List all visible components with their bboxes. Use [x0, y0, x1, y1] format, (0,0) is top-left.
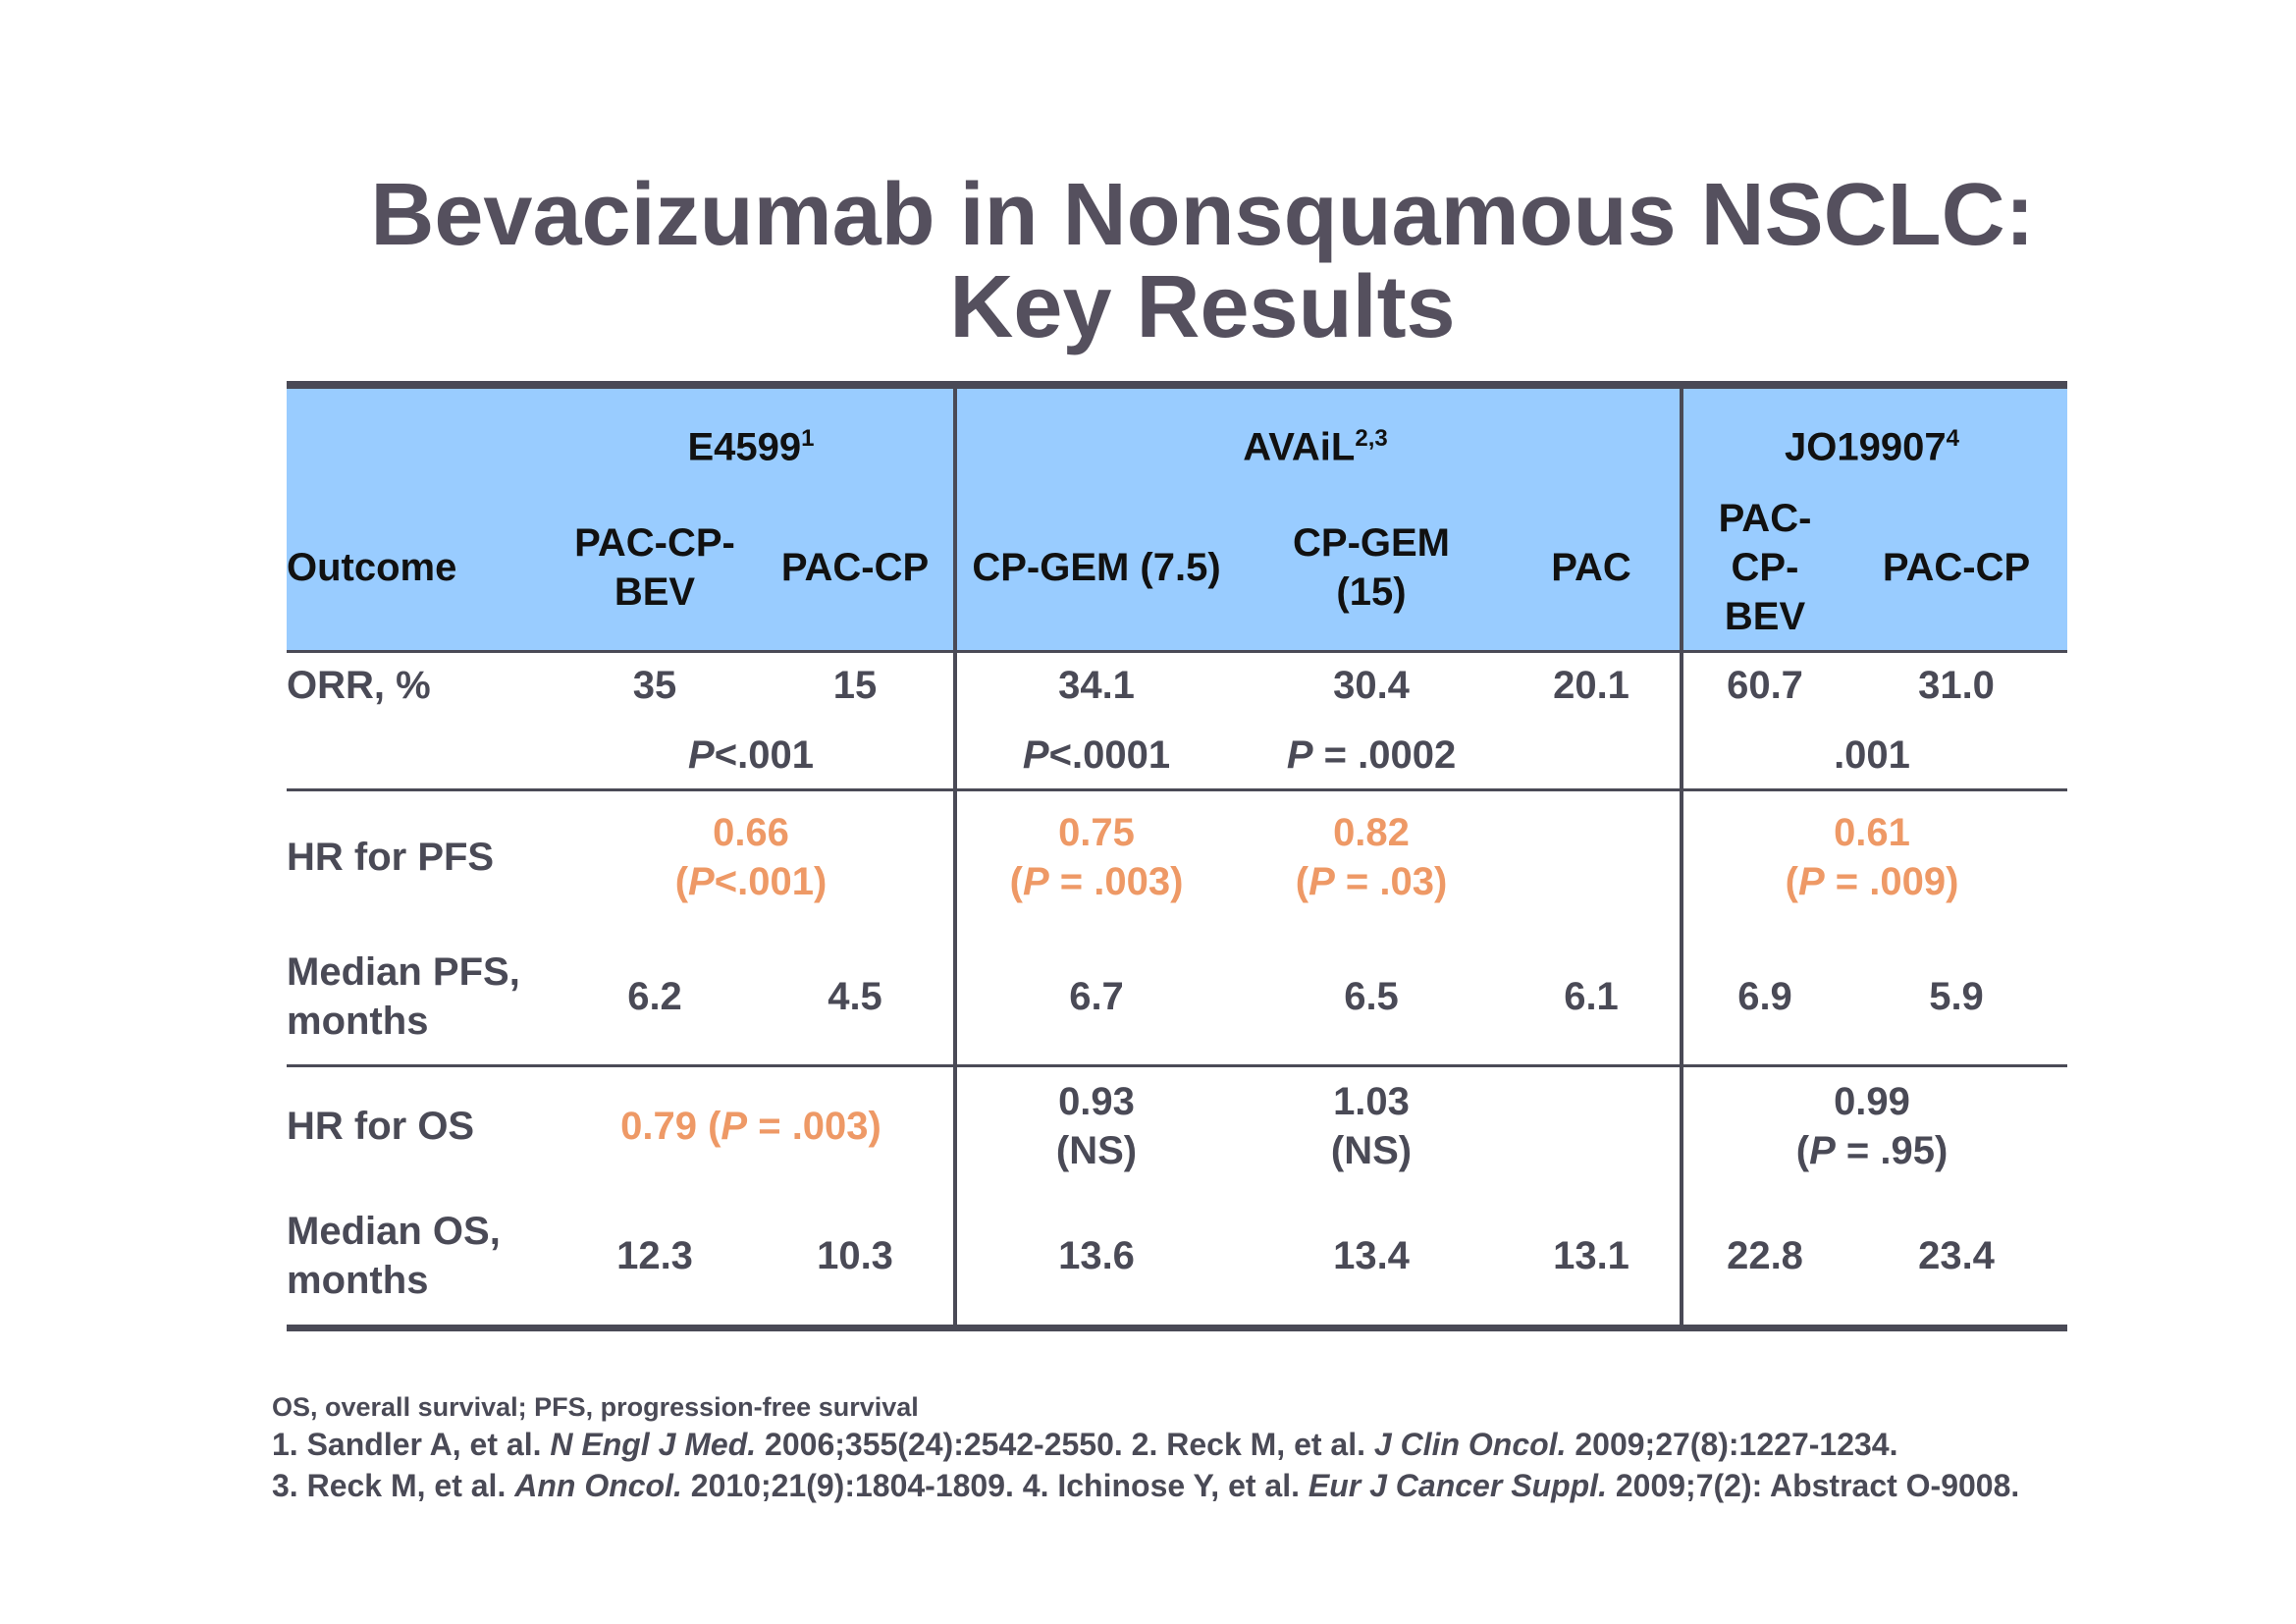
median-pfs-a-pac: 6.1 [1564, 975, 1619, 1018]
hr-os-a-gem75: 0.93 (NS) [1055, 1080, 1138, 1172]
hr-pfs-e4599: 0.66 (P<.001) [674, 811, 828, 903]
median-os-e-bev: 12.3 [616, 1234, 693, 1277]
row-label-median-pfs: Median PFS, months [287, 950, 520, 1043]
trial-header-jo19907: JO199074 [1785, 425, 1959, 469]
table-top-rule [287, 381, 2067, 389]
pfs-bottom-rule [287, 1064, 2067, 1067]
hr-os-a-gem15: 1.03 (NS) [1330, 1080, 1413, 1172]
orr-bottom-rule [287, 788, 2067, 791]
footnote-refs-1-2: 1. Sandler A, et al. N Engl J Med. 2006;… [272, 1427, 1898, 1462]
median-os-a-pac: 13.1 [1553, 1234, 1629, 1277]
col-header-e-ctrl: PAC-CP [780, 546, 930, 589]
divider-e4599-avail [953, 386, 957, 1325]
orr-j-bev: 60.7 [1727, 664, 1803, 707]
footnote-abbreviations: OS, overall survival; PFS, progression-f… [272, 1392, 919, 1422]
col-header-j-bev: PAC- CP- BEV [1718, 497, 1812, 638]
median-os-e-ctrl: 10.3 [817, 1234, 893, 1277]
table-bottom-rule [287, 1325, 2067, 1331]
col-header-outcome: Outcome [287, 546, 457, 589]
orr-p-e4599: P<.001 [688, 733, 814, 777]
orr-j-ctrl: 31.0 [1918, 664, 1995, 707]
page-title: Bevacizumab in Nonsquamous NSCLC: Key Re… [0, 169, 2296, 353]
orr-e-bev: 35 [632, 664, 677, 707]
col-header-a-gem75: CP-GEM (7.5) [972, 546, 1221, 589]
trial-header-avail: AVAiL2,3 [1243, 425, 1388, 469]
hr-pfs-a-gem15: 0.82 (P = .03) [1295, 811, 1448, 903]
median-pfs-j-ctrl: 5.9 [1929, 975, 1984, 1018]
orr-e-ctrl: 15 [832, 664, 878, 707]
row-label-hr-os: HR for OS [287, 1105, 475, 1148]
row-label-median-os: Median OS, months [287, 1210, 501, 1302]
hr-pfs-a-gem75: 0.75 (P = .003) [1009, 811, 1184, 903]
hr-pfs-jo19907: 0.61 (P = .009) [1785, 811, 1959, 903]
median-pfs-e-bev: 6.2 [627, 975, 682, 1018]
trial-header-e4599: E45991 [687, 425, 815, 469]
header-bottom-rule [287, 650, 2067, 653]
col-header-a-gem15: CP-GEM (15) [1293, 521, 1450, 614]
median-os-j-ctrl: 23.4 [1918, 1234, 1995, 1277]
title-line-1: Bevacizumab in Nonsquamous NSCLC: [370, 166, 2035, 264]
col-header-a-pac: PAC [1551, 546, 1631, 589]
divider-avail-jo19907 [1680, 386, 1683, 1325]
col-header-j-ctrl: PAC-CP [1882, 546, 2031, 589]
hr-os-e4599: 0.79 (P = .003) [620, 1105, 881, 1148]
hr-os-jo19907: 0.99 (P = .95) [1795, 1080, 1949, 1172]
title-line-2: Key Results [949, 258, 1456, 356]
median-pfs-a-gem75: 6.7 [1069, 975, 1124, 1018]
orr-p-jo19907: .001 [1834, 733, 1910, 777]
median-os-a-gem75: 13.6 [1058, 1234, 1135, 1277]
median-os-j-bev: 22.8 [1727, 1234, 1803, 1277]
row-label-hr-pfs: HR for PFS [287, 836, 495, 879]
footnote-refs-3-4: 3. Reck M, et al. Ann Oncol. 2010;21(9):… [272, 1468, 2020, 1503]
median-pfs-a-gem15: 6.5 [1344, 975, 1399, 1018]
row-label-orr: ORR, % [287, 664, 431, 707]
orr-a-pac: 20.1 [1553, 664, 1629, 707]
orr-a-gem15: 30.4 [1333, 664, 1410, 707]
col-header-e-bev: PAC-CP- BEV [574, 521, 735, 614]
table-header-background [287, 386, 2067, 653]
orr-p-a-gem15: P = .0002 [1286, 733, 1457, 777]
median-os-a-gem15: 13.4 [1333, 1234, 1410, 1277]
orr-a-gem75: 34.1 [1058, 664, 1135, 707]
orr-p-a-gem75: P<.0001 [1022, 733, 1171, 777]
median-pfs-j-bev: 6.9 [1737, 975, 1792, 1018]
median-pfs-e-ctrl: 4.5 [828, 975, 882, 1018]
